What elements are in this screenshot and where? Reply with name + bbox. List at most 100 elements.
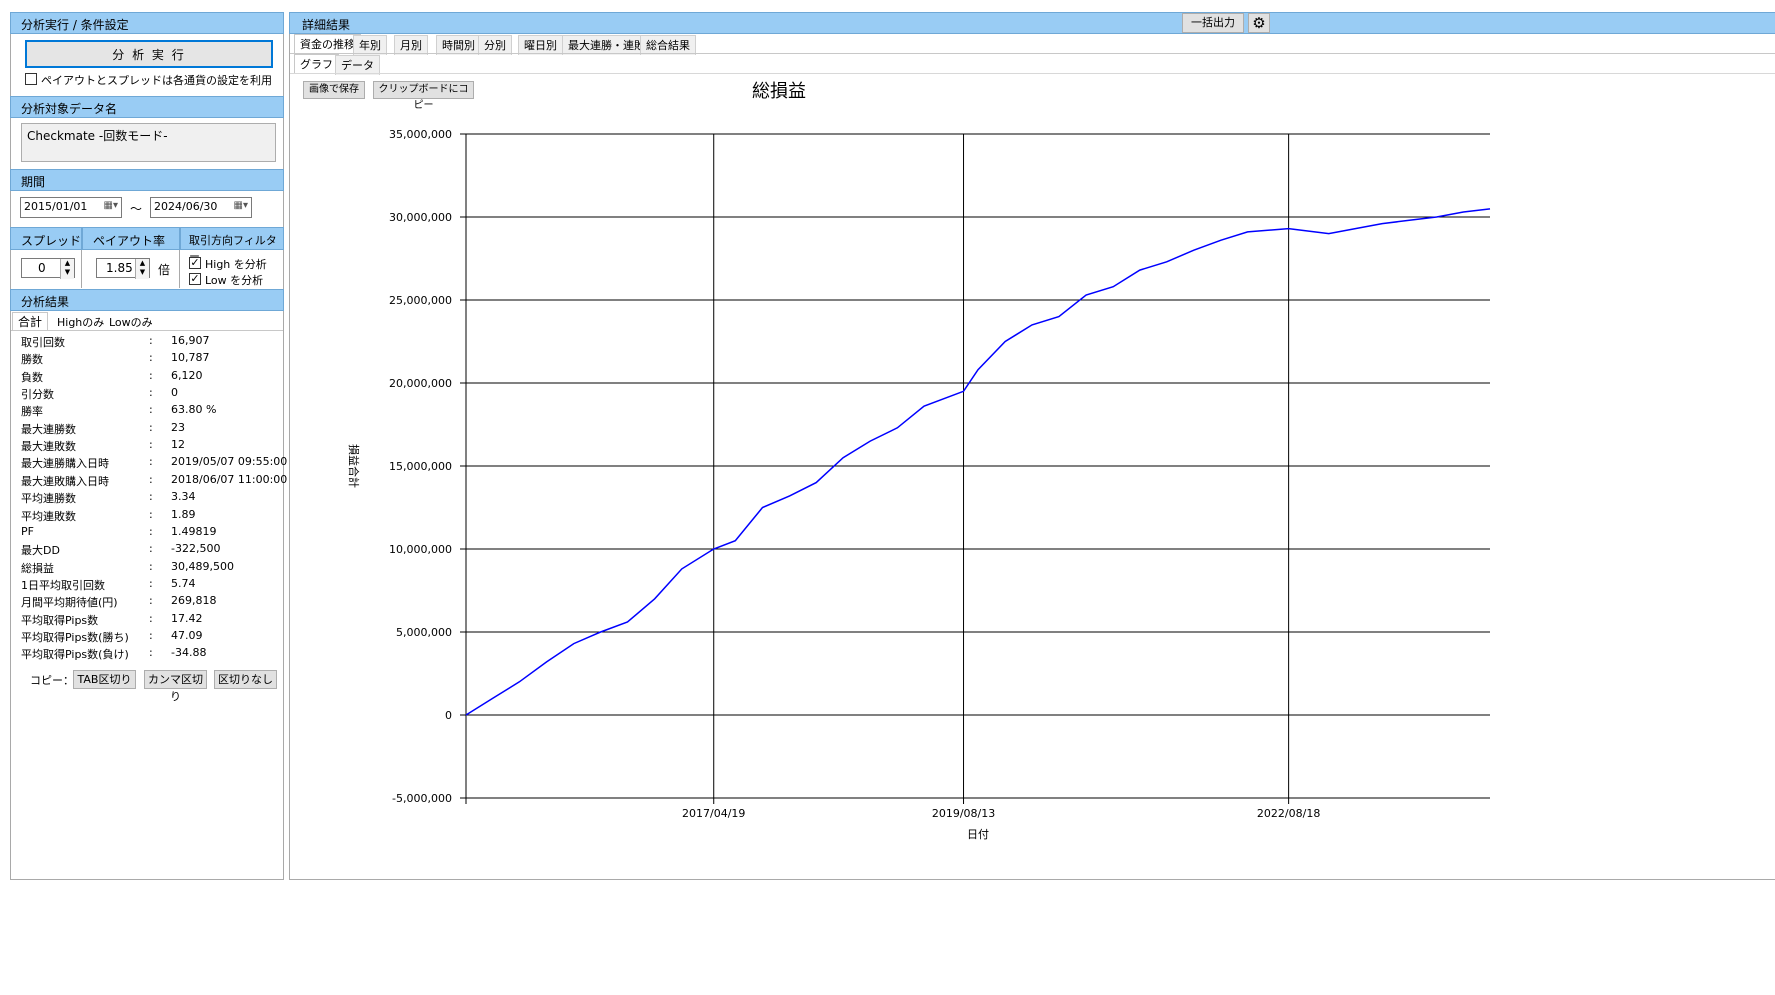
main-tab-strip-line [290,53,1775,54]
stat-colon: : [149,368,153,382]
main-tab[interactable]: 最大連勝・連敗 [562,35,651,55]
stat-label: 最大連敗数 [21,440,76,454]
stat-value: 2019/05/07 09:55:00 [171,455,288,469]
results-header: 分析結果 [10,289,284,311]
stat-label: PF [21,524,34,538]
filter-low-label: Low を分析 [205,274,264,287]
stat-label: 引分数 [21,388,54,402]
stat-value: 0 [171,386,178,400]
stat-value: -322,500 [171,542,221,556]
right-panel [289,12,1775,880]
stat-colon: : [149,351,153,365]
stat-label: 1日平均取引回数 [21,578,105,592]
stat-label: 平均連敗数 [21,509,76,523]
save-image-button[interactable]: 画像で保存 [303,81,365,99]
calendar-icon[interactable]: ▦▾ [103,200,118,211]
stat-label: 平均取得Pips数(負け) [21,648,129,662]
tab-low-only[interactable]: Lowのみ [109,316,153,329]
stat-colon: : [149,403,153,417]
spin-arrows-icon[interactable]: ▲ ▼ [135,259,149,279]
period-header: 期間 [10,169,284,191]
calendar-icon[interactable]: ▦▾ [233,200,248,211]
date-to-picker[interactable]: 2024/06/30 ▦▾ [150,197,252,218]
stat-value: 17.42 [171,611,203,625]
stat-label: 平均取得Pips数 [21,613,99,627]
stat-value: 30,489,500 [171,559,234,573]
stat-colon: : [149,542,153,556]
stat-colon: : [149,420,153,434]
run-analysis-button[interactable]: 分 析 実 行 [25,40,273,68]
subtab-data[interactable]: データ [335,55,380,75]
spin-arrows-icon[interactable]: ▲ ▼ [60,259,74,279]
filter-header: 取引方向フィルター [180,227,284,263]
stat-value: 16,907 [171,334,210,347]
stat-label: 最大DD [21,544,60,558]
gear-icon[interactable]: ⚙ [1248,13,1270,33]
tab-high-only[interactable]: Highのみ [57,316,105,329]
filter-low-checkbox[interactable]: ✓ [189,272,201,285]
subtab-graph[interactable]: グラフ [294,54,339,74]
target-name-text: Checkmate -回数モード- [27,129,168,143]
spread-value: 0 [38,261,46,275]
stat-colon: : [149,628,153,642]
main-tab[interactable]: 資金の推移 [294,34,361,54]
payout-stepper[interactable]: 1.85 ▲ ▼ [96,258,150,279]
bulk-export-button[interactable]: 一括出力 [1182,13,1244,33]
stat-value: 10,787 [171,351,210,365]
use-currency-settings-label: ペイアウトとスプレッドは各通貨の設定を利用 [41,74,272,87]
stat-label: 平均取得Pips数(勝ち) [21,630,129,644]
stat-colon: : [149,594,153,608]
payout-header: ペイアウト率 [82,227,180,250]
stat-colon: : [149,524,153,538]
stat-value: 6,120 [171,368,203,382]
stat-value: 1.89 [171,507,196,521]
stat-value: 5.74 [171,576,196,590]
stat-colon: : [149,386,153,400]
tab-total[interactable]: 合計 [12,312,49,331]
date-from-picker[interactable]: 2015/01/01 ▦▾ [20,197,122,218]
details-header: 詳細結果 [289,12,1775,34]
payout-unit: 倍 [158,263,171,277]
stat-value: 2018/06/07 11:00:00 [171,472,288,486]
copy-none-button[interactable]: 区切りなし [214,670,277,689]
copy-tab-button[interactable]: TAB区切り [73,670,136,689]
stat-colon: : [149,334,153,347]
spread-header: スプレッド [10,227,82,250]
stat-colon: : [149,507,153,521]
target-header: 分析対象データ名 [10,96,284,118]
stat-value: 23 [171,420,185,434]
copy-comma-button[interactable]: カンマ区切り [144,670,207,703]
stat-colon: : [149,490,153,504]
use-currency-settings-checkbox[interactable] [25,73,37,85]
stat-value: 63.80 % [171,403,217,417]
stat-value: 12 [171,438,185,452]
main-tab[interactable]: 分別 [478,35,512,55]
main-tab[interactable]: 曜日別 [518,35,563,55]
main-tab[interactable]: 総合結果 [640,35,696,55]
stat-colon: : [149,559,153,573]
stat-value: 47.09 [171,628,203,642]
stat-label: 最大連敗購入日時 [21,474,109,488]
spread-stepper[interactable]: 0 ▲ ▼ [21,258,75,279]
target-name-field[interactable]: Checkmate -回数モード- [21,123,276,162]
filter-high-label: High を分析 [205,258,267,271]
stat-colon: : [149,472,153,486]
stat-label: 取引回数 [21,336,65,349]
copy-clipboard-button[interactable]: クリップボードにコピー [373,81,474,111]
stat-value: 269,818 [171,594,217,608]
stat-label: 平均連勝数 [21,492,76,506]
main-tab[interactable]: 時間別 [436,35,481,55]
stat-colon: : [149,438,153,452]
filter-high-checkbox[interactable]: ✓ [189,256,201,269]
main-tab[interactable]: 月別 [394,35,428,55]
stat-value: 3.34 [171,490,196,504]
copy-label: コピー： [30,674,74,687]
spread-divider [81,250,82,288]
stat-value: 1.49819 [171,524,217,538]
stat-label: 勝数 [21,353,43,367]
payout-value: 1.85 [106,261,133,275]
main-tab[interactable]: 年別 [353,35,387,55]
stat-label: 最大連勝購入日時 [21,457,109,471]
stat-colon: : [149,646,153,660]
settings-header: 分析実行 / 条件設定 [10,12,284,34]
